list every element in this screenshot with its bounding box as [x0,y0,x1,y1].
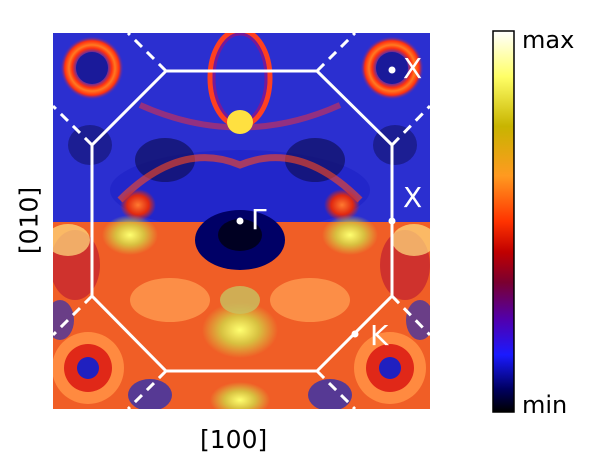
x-point-top-label: X [403,52,423,85]
x-point-edge-marker [388,217,396,225]
intensity-map [53,33,430,409]
k-point-label: K [370,319,389,352]
brillouin-zone-octagon [90,69,394,373]
gamma-point-label: Γ [251,203,267,236]
map-hotspot-center [202,302,278,358]
gamma-point-marker [236,217,244,225]
extended-zone-dashed-lines [53,33,430,409]
colorbar-max-label: max [522,26,575,54]
colorbar-min-label: min [522,391,568,419]
x-axis-label: [100] [200,425,268,454]
map-hotspot-top [227,110,253,134]
k-point-marker [351,330,359,338]
x-point-top-marker [388,66,396,74]
y-axis-label: [010] [14,186,44,255]
colorbar [492,30,515,413]
x-point-edge-label: X [403,181,423,214]
